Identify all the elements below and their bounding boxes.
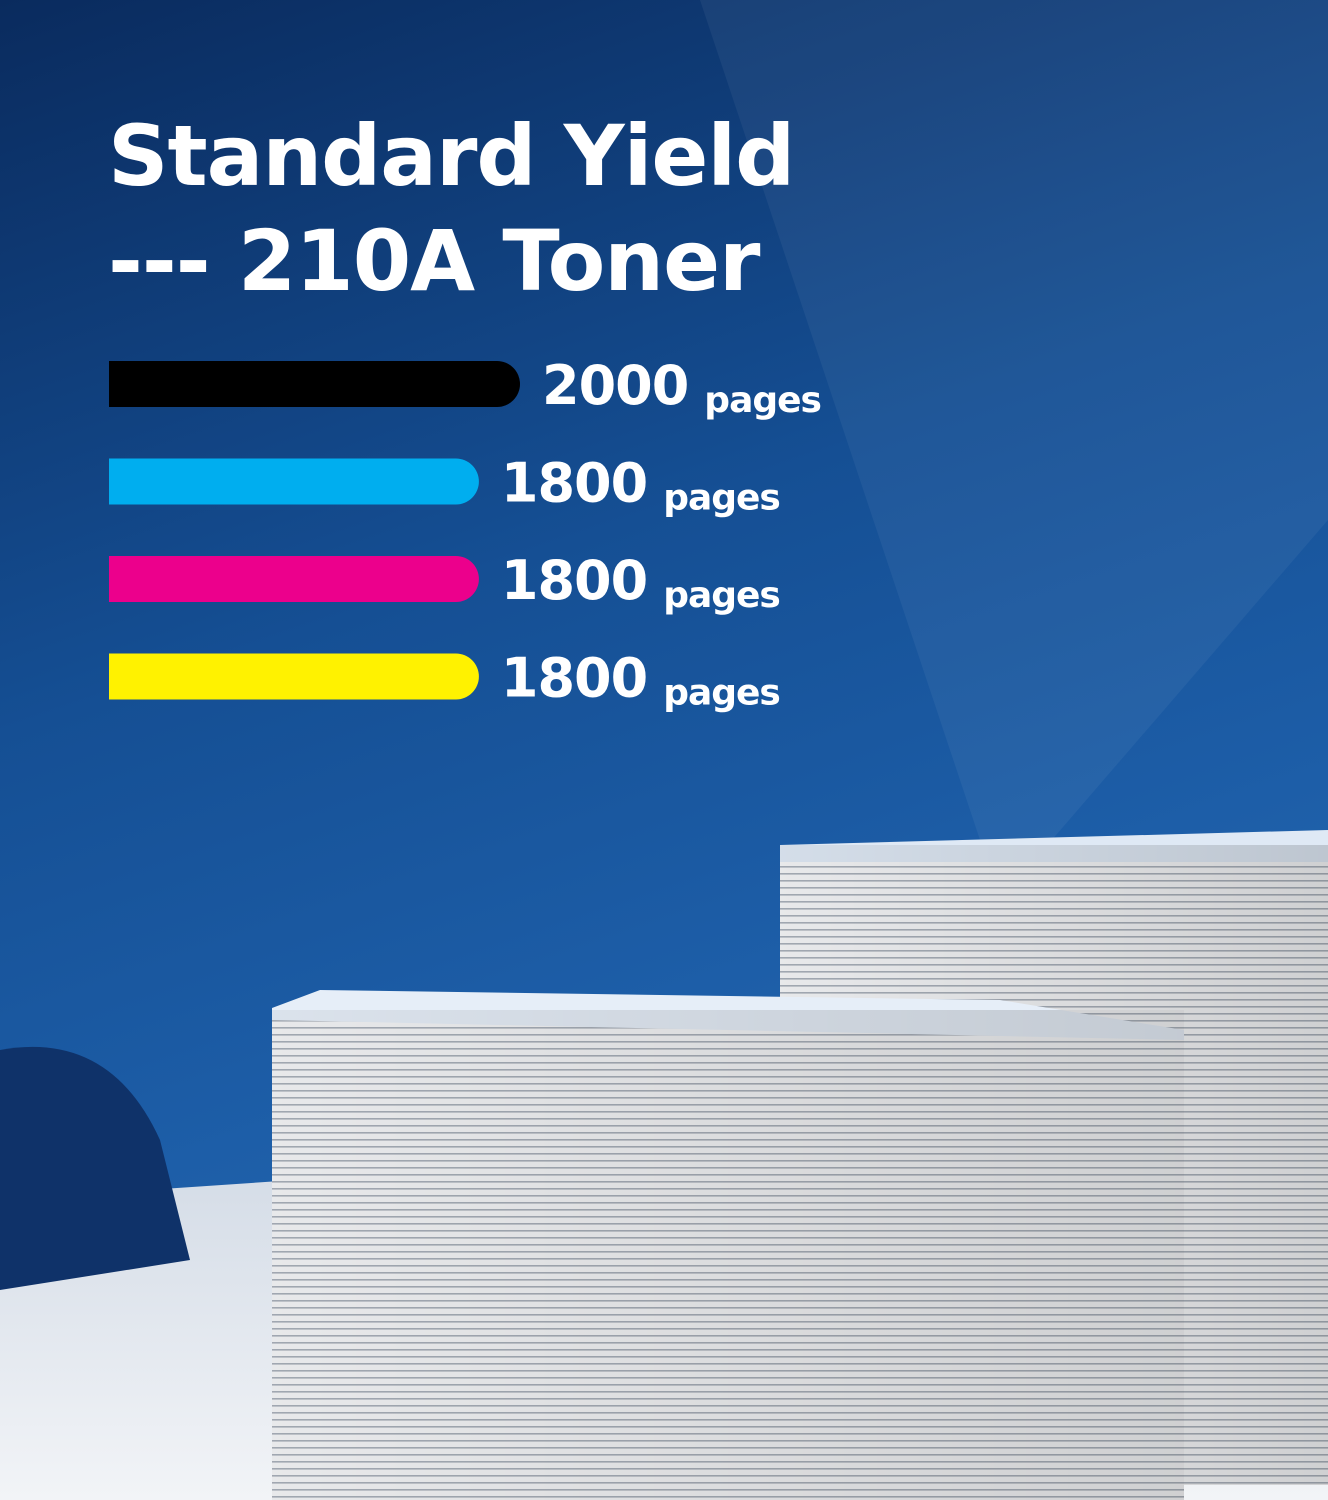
value-label: 1800 pages bbox=[501, 647, 780, 714]
bar bbox=[109, 653, 479, 700]
title-line: Standard Yield bbox=[108, 107, 794, 205]
value-label: 1800 pages bbox=[501, 452, 780, 519]
title-line: --- 210A Toner bbox=[108, 212, 761, 310]
value-number: 1800 bbox=[501, 647, 647, 710]
bar bbox=[109, 361, 520, 407]
value-number: 2000 bbox=[542, 354, 688, 417]
value-unit: pages bbox=[663, 673, 780, 714]
bar bbox=[109, 556, 479, 602]
value-number: 1800 bbox=[501, 452, 647, 515]
value-unit: pages bbox=[663, 575, 780, 616]
value-label: 1800 pages bbox=[501, 549, 780, 616]
value-number: 1800 bbox=[501, 549, 647, 612]
value-unit: pages bbox=[663, 478, 780, 519]
paper-stack-front bbox=[272, 990, 1184, 1500]
value-unit: pages bbox=[704, 380, 821, 421]
light-ray bbox=[700, 0, 1328, 900]
bar bbox=[109, 458, 479, 505]
chair bbox=[0, 1046, 190, 1290]
value-label: 2000 pages bbox=[542, 354, 821, 421]
